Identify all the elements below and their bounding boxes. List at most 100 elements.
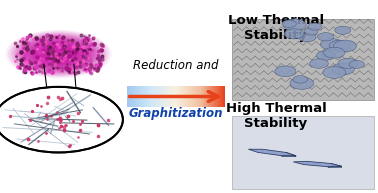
Bar (139, 86, 140, 107)
Bar (164, 86, 165, 107)
Polygon shape (328, 166, 342, 168)
Circle shape (323, 67, 346, 78)
Bar (196, 86, 197, 107)
Bar (138, 86, 139, 107)
Bar (232, 19, 374, 100)
Circle shape (335, 26, 351, 34)
Bar (205, 86, 206, 107)
Bar (221, 86, 222, 107)
Bar (194, 86, 195, 107)
Bar (195, 86, 196, 107)
Ellipse shape (16, 35, 101, 73)
Bar (143, 86, 144, 107)
Polygon shape (287, 152, 296, 157)
Bar (159, 86, 160, 107)
Ellipse shape (31, 41, 86, 67)
Bar (212, 86, 213, 107)
Bar (167, 86, 168, 107)
Bar (142, 86, 143, 107)
Bar (210, 86, 211, 107)
Bar (162, 86, 163, 107)
Bar (152, 86, 153, 107)
Bar (161, 86, 162, 107)
Text: Reduction and: Reduction and (133, 59, 218, 72)
Bar (191, 86, 192, 107)
Ellipse shape (37, 44, 80, 64)
Text: Graphitization: Graphitization (129, 107, 223, 120)
Bar (179, 86, 180, 107)
Ellipse shape (27, 40, 90, 69)
Bar (154, 86, 155, 107)
Bar (150, 86, 151, 107)
Bar (199, 86, 200, 107)
Bar (133, 86, 134, 107)
Bar (147, 86, 148, 107)
Bar (181, 86, 182, 107)
Bar (216, 86, 217, 107)
Ellipse shape (20, 37, 97, 71)
Bar (144, 86, 145, 107)
Bar (170, 86, 171, 107)
Bar (146, 86, 147, 107)
Bar (211, 86, 212, 107)
Bar (151, 86, 152, 107)
Bar (209, 86, 210, 107)
Circle shape (282, 20, 296, 27)
Bar (219, 86, 220, 107)
Bar (176, 86, 177, 107)
Ellipse shape (29, 41, 88, 68)
Circle shape (308, 23, 322, 30)
Bar (175, 86, 176, 107)
Ellipse shape (40, 45, 77, 63)
Bar (193, 86, 194, 107)
Circle shape (333, 40, 356, 52)
Ellipse shape (35, 43, 82, 65)
Bar (197, 86, 198, 107)
Bar (155, 86, 156, 107)
Bar (203, 86, 204, 107)
Circle shape (349, 60, 364, 68)
Text: Low Thermal
Stability: Low Thermal Stability (228, 14, 324, 41)
Bar (171, 86, 172, 107)
Bar (135, 86, 136, 107)
Ellipse shape (25, 39, 93, 69)
Bar (188, 86, 189, 107)
Bar (141, 86, 142, 107)
Bar (177, 86, 178, 107)
Bar (223, 86, 224, 107)
Bar (217, 86, 218, 107)
Bar (198, 86, 199, 107)
Circle shape (318, 33, 334, 41)
Bar (160, 86, 161, 107)
Bar (132, 86, 133, 107)
Polygon shape (248, 149, 296, 156)
Bar (182, 86, 183, 107)
Ellipse shape (23, 38, 94, 70)
Circle shape (338, 58, 358, 68)
Bar (222, 86, 223, 107)
Bar (190, 86, 191, 107)
Circle shape (332, 63, 355, 75)
Bar (186, 86, 187, 107)
Bar (232, 116, 374, 189)
Bar (153, 86, 154, 107)
Bar (130, 86, 131, 107)
Bar (207, 86, 208, 107)
Bar (127, 86, 128, 107)
Bar (168, 86, 169, 107)
Bar (158, 86, 159, 107)
Bar (220, 86, 221, 107)
Bar (214, 86, 215, 107)
Circle shape (283, 19, 306, 31)
Ellipse shape (19, 36, 99, 72)
Bar (156, 86, 157, 107)
Bar (165, 86, 166, 107)
Circle shape (284, 29, 304, 39)
Bar (192, 86, 193, 107)
Bar (184, 86, 185, 107)
Bar (166, 86, 167, 107)
Bar (145, 86, 146, 107)
Circle shape (290, 77, 314, 89)
Polygon shape (282, 156, 296, 157)
Bar (213, 86, 214, 107)
